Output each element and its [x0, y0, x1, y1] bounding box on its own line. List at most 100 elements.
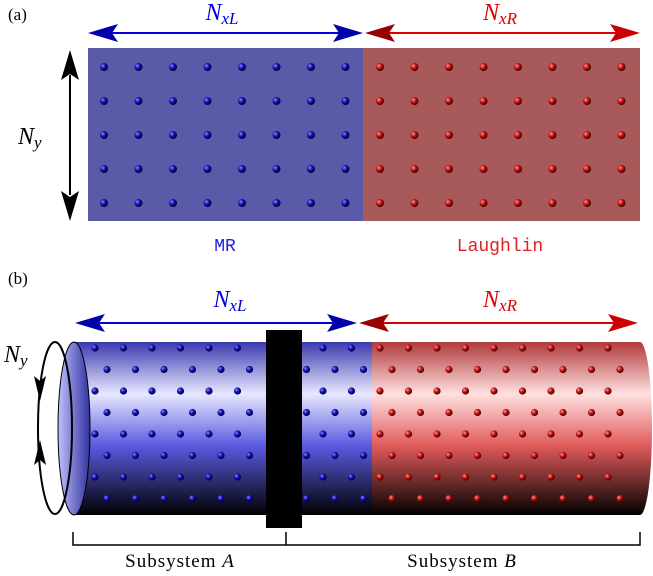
particle: [100, 199, 108, 207]
particle: [376, 430, 383, 437]
particle: [462, 344, 469, 351]
particle: [273, 165, 281, 173]
particle: [303, 452, 310, 459]
ny-label: Ny: [3, 342, 28, 370]
particle: [417, 452, 424, 459]
particle: [405, 387, 412, 394]
particle: [169, 97, 177, 105]
particle: [238, 165, 246, 173]
particle: [519, 387, 526, 394]
particle: [91, 473, 98, 480]
particle: [616, 366, 623, 373]
particle: [273, 97, 281, 105]
particle: [388, 452, 395, 459]
particle: [246, 409, 253, 416]
particle: [376, 344, 383, 351]
particle: [204, 97, 212, 105]
particle: [100, 131, 108, 139]
particle: [348, 430, 355, 437]
particle: [388, 366, 395, 373]
particle: [531, 409, 538, 416]
particle: [547, 344, 554, 351]
particle: [376, 199, 384, 207]
particle: [531, 452, 538, 459]
particle: [474, 409, 481, 416]
particle: [205, 473, 212, 480]
particle: [502, 452, 509, 459]
particle: [405, 430, 412, 437]
particle: [417, 409, 424, 416]
particle: [217, 366, 224, 373]
particle: [189, 495, 196, 502]
particle: [549, 165, 557, 173]
particle: [411, 63, 419, 71]
particle: [132, 452, 139, 459]
particle: [103, 366, 110, 373]
particle: [273, 131, 281, 139]
particle: [148, 344, 155, 351]
particle: [588, 409, 595, 416]
particle: [148, 473, 155, 480]
particle: [204, 199, 212, 207]
particle: [480, 63, 488, 71]
particle: [331, 366, 338, 373]
particle: [604, 344, 611, 351]
particle: [445, 165, 453, 173]
particle: [480, 97, 488, 105]
particle: [303, 409, 310, 416]
particle: [135, 63, 143, 71]
particle: [303, 495, 310, 502]
particle: [342, 63, 350, 71]
particle: [331, 452, 338, 459]
particle: [360, 409, 367, 416]
particle: [445, 131, 453, 139]
particle: [103, 495, 110, 502]
region-label: Laughlin: [457, 237, 543, 257]
particle: [480, 199, 488, 207]
particle: [331, 409, 338, 416]
particle: [514, 165, 522, 173]
particle: [342, 97, 350, 105]
particle: [576, 387, 583, 394]
particle: [307, 199, 315, 207]
particle: [618, 131, 626, 139]
particle: [342, 131, 350, 139]
particle: [531, 366, 538, 373]
particle: [120, 344, 127, 351]
region-label: MR: [214, 237, 236, 257]
particle: [234, 344, 241, 351]
particle: [319, 430, 326, 437]
particle: [360, 452, 367, 459]
particle: [135, 199, 143, 207]
particle: [417, 495, 424, 502]
particle: [588, 495, 595, 502]
particle: [490, 387, 497, 394]
particle: [234, 430, 241, 437]
mr-region: [88, 48, 363, 221]
particle: [576, 473, 583, 480]
particle: [388, 495, 395, 502]
particle: [376, 131, 384, 139]
particle: [576, 430, 583, 437]
particle: [103, 452, 110, 459]
particle: [559, 366, 566, 373]
particle: [348, 387, 355, 394]
cut-band: [266, 330, 302, 528]
particle: [559, 409, 566, 416]
particle: [583, 97, 591, 105]
particle: [205, 430, 212, 437]
particle: [583, 63, 591, 71]
particle: [514, 199, 522, 207]
particle: [160, 495, 167, 502]
arrow-head: [61, 191, 79, 221]
particle: [360, 495, 367, 502]
particle: [462, 473, 469, 480]
particle: [100, 97, 108, 105]
particle: [169, 131, 177, 139]
particle: [411, 199, 419, 207]
particle: [303, 366, 310, 373]
particle: [100, 63, 108, 71]
particle: [604, 387, 611, 394]
particle: [411, 165, 419, 173]
particle: [405, 473, 412, 480]
